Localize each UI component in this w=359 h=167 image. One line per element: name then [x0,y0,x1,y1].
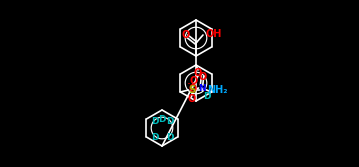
Text: NH₂: NH₂ [208,85,228,95]
Text: O: O [199,72,207,82]
Text: D: D [166,117,173,125]
Text: O: O [194,68,202,78]
Text: O: O [182,30,190,40]
Text: D: D [151,117,158,125]
Text: O: O [188,84,197,94]
Text: N: N [198,84,205,93]
Text: O: O [189,76,197,86]
Text: O: O [187,94,196,104]
Text: D: D [158,115,166,124]
Text: D: D [166,132,173,141]
Text: D: D [203,92,210,101]
Text: S: S [189,85,196,95]
Text: D: D [151,132,158,141]
Text: ·: · [187,78,191,92]
Text: OH: OH [205,29,222,39]
